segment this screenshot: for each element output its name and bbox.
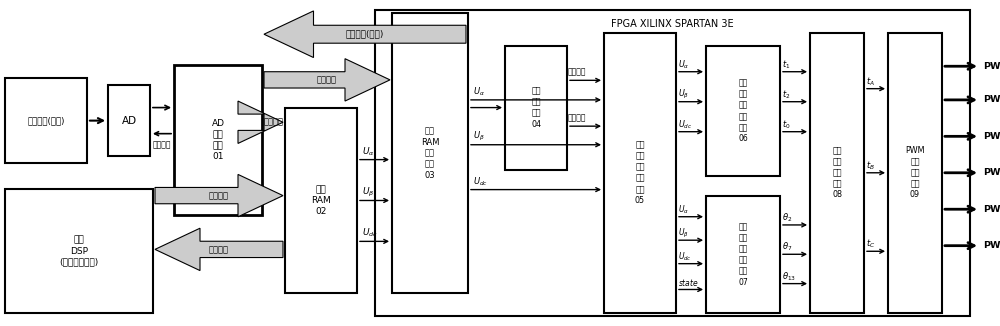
Text: 时间
的归
一化
模块
08: 时间 的归 一化 模块 08 bbox=[832, 146, 842, 200]
Bar bbox=[392, 13, 468, 293]
Text: $t_2$: $t_2$ bbox=[782, 88, 790, 101]
Polygon shape bbox=[155, 174, 283, 217]
Text: 浮点
DSP
(核心控制算法): 浮点 DSP (核心控制算法) bbox=[59, 235, 99, 267]
Text: PWM1: PWM1 bbox=[983, 62, 1000, 71]
Text: $t_C$: $t_C$ bbox=[866, 238, 875, 250]
Text: $U_{\beta}$: $U_{\beta}$ bbox=[473, 130, 485, 143]
Text: PWM4: PWM4 bbox=[983, 168, 1000, 177]
Text: PWM6: PWM6 bbox=[983, 241, 1000, 250]
Text: $U_{dc}$: $U_{dc}$ bbox=[473, 175, 488, 188]
Text: $U_{\alpha}$: $U_{\alpha}$ bbox=[473, 85, 485, 98]
Polygon shape bbox=[264, 11, 466, 57]
Text: 矢量
作用
角度
计算
模块
07: 矢量 作用 角度 计算 模块 07 bbox=[738, 222, 748, 287]
Text: 控制信号: 控制信号 bbox=[153, 141, 171, 150]
Polygon shape bbox=[264, 59, 390, 101]
Text: 反馈信号(数字): 反馈信号(数字) bbox=[346, 30, 384, 39]
Text: $U_{dc}$: $U_{dc}$ bbox=[678, 250, 692, 263]
Text: 调制
方式
切换
管理
模块
05: 调制 方式 切换 管理 模块 05 bbox=[635, 141, 645, 205]
Bar bbox=[375, 10, 970, 316]
Text: 异步
调制
时间
计算
模块
06: 异步 调制 时间 计算 模块 06 bbox=[738, 79, 748, 143]
Bar bbox=[505, 46, 567, 170]
Text: $t_0$: $t_0$ bbox=[782, 118, 791, 131]
Text: $state$: $state$ bbox=[678, 277, 699, 288]
Bar bbox=[285, 108, 357, 293]
Text: 控制信号: 控制信号 bbox=[317, 75, 337, 84]
Text: $t_A$: $t_A$ bbox=[866, 75, 875, 88]
Text: $U_{\beta}$: $U_{\beta}$ bbox=[678, 227, 689, 240]
Text: 异步扇区: 异步扇区 bbox=[568, 68, 586, 77]
Text: $\theta_{13}$: $\theta_{13}$ bbox=[782, 270, 796, 283]
Text: PWM5: PWM5 bbox=[983, 205, 1000, 214]
Bar bbox=[174, 65, 262, 215]
Text: $U_{\alpha}$: $U_{\alpha}$ bbox=[678, 203, 689, 216]
Text: 双口
RAM
控制
模块
03: 双口 RAM 控制 模块 03 bbox=[421, 126, 439, 180]
Bar bbox=[706, 46, 780, 176]
Text: $U_{dc}$: $U_{dc}$ bbox=[362, 227, 378, 240]
Text: $\theta_2$: $\theta_2$ bbox=[782, 212, 792, 224]
Text: $t_B$: $t_B$ bbox=[866, 159, 875, 172]
Bar bbox=[810, 33, 864, 313]
Bar bbox=[888, 33, 942, 313]
Polygon shape bbox=[238, 101, 283, 143]
Text: $t_1$: $t_1$ bbox=[782, 58, 790, 71]
Text: AD: AD bbox=[121, 116, 137, 126]
Text: $U_{\alpha}$: $U_{\alpha}$ bbox=[678, 58, 689, 71]
Text: PWM3: PWM3 bbox=[983, 132, 1000, 141]
Text: FPGA XILINX SPARTAN 3E: FPGA XILINX SPARTAN 3E bbox=[611, 20, 734, 29]
Text: PWM2: PWM2 bbox=[983, 96, 1000, 104]
Bar bbox=[706, 196, 780, 313]
Bar bbox=[5, 189, 153, 313]
Text: $U_{\beta}$: $U_{\beta}$ bbox=[678, 88, 689, 101]
Text: 控制信号: 控制信号 bbox=[209, 191, 229, 200]
Text: PWM
信号
生成
模块
09: PWM 信号 生成 模块 09 bbox=[905, 146, 925, 200]
Text: 数据信号: 数据信号 bbox=[263, 118, 284, 127]
Text: 数据信号: 数据信号 bbox=[209, 245, 229, 254]
Bar bbox=[108, 85, 150, 156]
Text: 扇区
判断
模块
04: 扇区 判断 模块 04 bbox=[531, 86, 541, 129]
Text: $\theta_7$: $\theta_7$ bbox=[782, 241, 792, 253]
Text: $U_{\alpha}$: $U_{\alpha}$ bbox=[362, 145, 375, 158]
Text: AD
控制
模块
01: AD 控制 模块 01 bbox=[211, 119, 224, 161]
Text: 同步扇区: 同步扇区 bbox=[568, 113, 586, 123]
Bar bbox=[604, 33, 676, 313]
Text: $U_{\beta}$: $U_{\beta}$ bbox=[362, 186, 374, 199]
Text: $U_{dc}$: $U_{dc}$ bbox=[678, 118, 692, 131]
Text: 双口
RAM
02: 双口 RAM 02 bbox=[311, 185, 331, 216]
Text: 反馈信号(模拟): 反馈信号(模拟) bbox=[27, 116, 65, 125]
Polygon shape bbox=[155, 228, 283, 271]
Bar bbox=[5, 78, 87, 163]
